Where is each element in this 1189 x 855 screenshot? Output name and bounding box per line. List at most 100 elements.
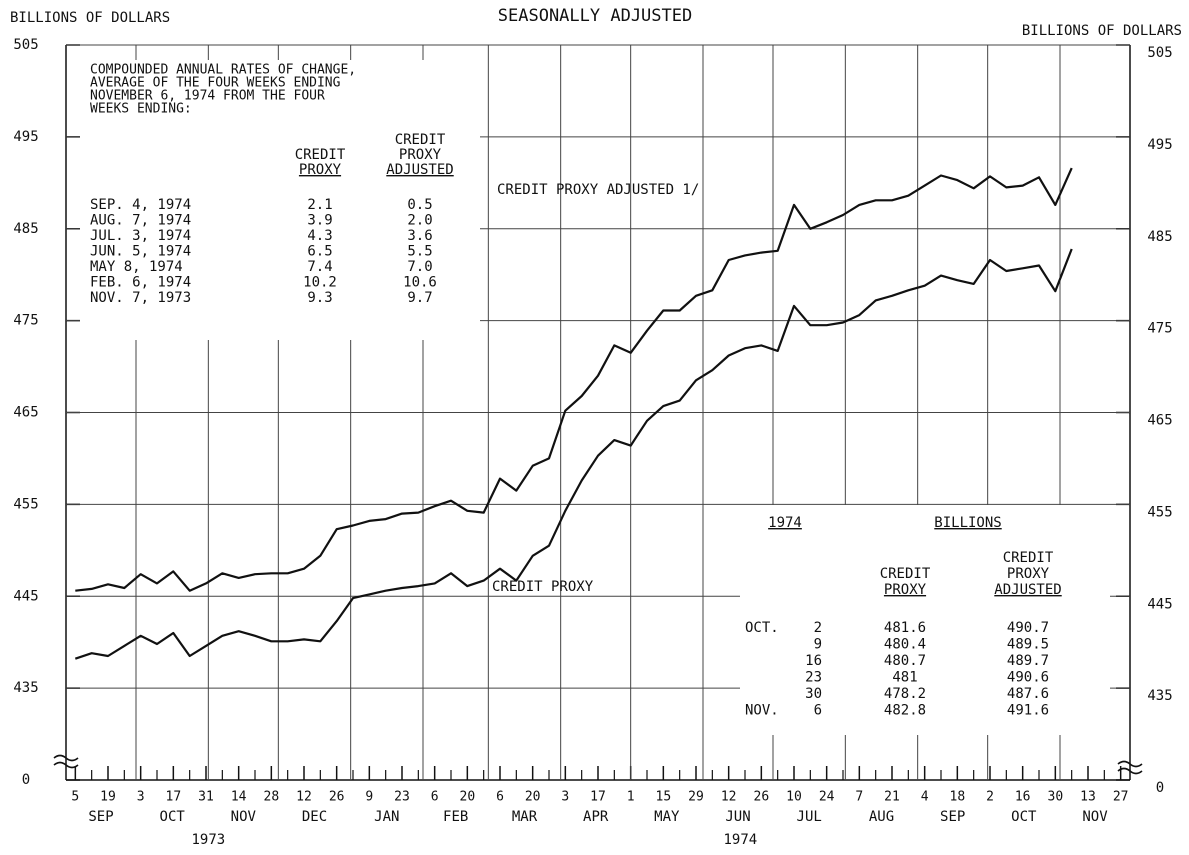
- y2-tick-label: 455: [1147, 504, 1172, 520]
- x-tick-label: 14: [231, 790, 247, 805]
- column-header: PROXY: [1007, 566, 1050, 582]
- table-cell: 480.7: [884, 653, 926, 669]
- year-label: 1974: [723, 832, 757, 848]
- table-cell: 5.5: [407, 244, 432, 260]
- x-tick-label: 18: [950, 790, 966, 805]
- month-label: MAY: [654, 809, 680, 825]
- x-tick-label: 9: [365, 790, 373, 805]
- y2-tick-label: 485: [1147, 229, 1172, 245]
- table-heading: BILLIONS: [934, 515, 1001, 531]
- table-cell: FEB. 6, 1974: [90, 275, 191, 291]
- x-tick-label: 15: [656, 790, 672, 805]
- table-cell: 30: [805, 686, 822, 702]
- x-tick-label: 26: [329, 790, 345, 805]
- table-cell: JUL. 3, 1974: [90, 228, 191, 244]
- table-cell: 491.6: [1007, 703, 1049, 719]
- y-tick-label: 475: [13, 313, 38, 329]
- x-tick-label: 12: [721, 790, 737, 805]
- table-cell: 6: [814, 703, 822, 719]
- y-tick-label: 435: [13, 680, 38, 696]
- y2-tick-label: 475: [1147, 321, 1172, 337]
- x-tick-label: 7: [855, 790, 863, 805]
- x-tick-label: 3: [137, 790, 145, 805]
- table-cell: 3.9: [307, 213, 332, 229]
- table-cell: 3.6: [407, 228, 432, 244]
- y2-tick-label: 495: [1147, 137, 1172, 153]
- table-cell: 481.6: [884, 620, 926, 636]
- y2-tick-label: 0: [1156, 780, 1164, 796]
- chart-title: SEASONALLY ADJUSTED: [498, 6, 692, 26]
- x-tick-label: 16: [1015, 790, 1031, 805]
- table-cell: 490.7: [1007, 620, 1049, 636]
- x-tick-label: 13: [1080, 790, 1096, 805]
- table-cell: MAY 8, 1974: [90, 259, 183, 275]
- annotation-line: COMPOUNDED ANNUAL RATES OF CHANGE,: [90, 63, 356, 78]
- y-tick-label: 505: [13, 37, 38, 53]
- y-axis-label: BILLIONS OF DOLLARS: [10, 10, 170, 26]
- table-cell: 16: [805, 653, 822, 669]
- table-cell: 2: [814, 620, 822, 636]
- column-header: CREDIT: [295, 147, 346, 163]
- table-backdrop: [740, 505, 1110, 735]
- y2-tick-label: 445: [1147, 596, 1172, 612]
- series-label: CREDIT PROXY: [492, 579, 594, 595]
- x-tick-label: 17: [166, 790, 182, 805]
- table-cell: 4.3: [307, 228, 332, 244]
- month-label: NOV: [1082, 809, 1108, 825]
- x-tick-label: 20: [460, 790, 476, 805]
- table-cell: NOV. 7, 1973: [90, 290, 191, 306]
- annotation-line: WEEKS ENDING:: [90, 102, 192, 117]
- table-cell: 489.7: [1007, 653, 1049, 669]
- month-label: JUL: [797, 809, 822, 825]
- y2-axis-label: BILLIONS OF DOLLARS: [1022, 23, 1182, 39]
- x-tick-label: 2: [986, 790, 994, 805]
- table-cell: 9.7: [407, 290, 432, 306]
- table-cell: 9.3: [307, 290, 332, 306]
- column-header: PROXY: [399, 147, 442, 163]
- column-header: ADJUSTED: [994, 582, 1061, 598]
- x-tick-label: 5: [71, 790, 79, 805]
- series-line: [75, 167, 1073, 592]
- y-tick-label: 0: [22, 772, 30, 788]
- table-cell: 10.6: [403, 275, 437, 291]
- month-label: SEP: [940, 809, 965, 825]
- x-tick-label: 19: [100, 790, 116, 805]
- series-line: [74, 248, 1073, 660]
- year-label: 1973: [191, 832, 225, 848]
- y-tick-label: 465: [13, 405, 38, 421]
- column-header: CREDIT: [395, 132, 446, 148]
- column-header: CREDIT: [880, 566, 931, 582]
- table-cell: SEP. 4, 1974: [90, 197, 191, 213]
- x-tick-label: 24: [819, 790, 835, 805]
- table-backdrop: [80, 60, 480, 340]
- month-label: JUN: [725, 809, 750, 825]
- x-tick-label: 27: [1113, 790, 1129, 805]
- x-tick-label: 30: [1048, 790, 1064, 805]
- table-cell: 481: [892, 670, 917, 686]
- column-header: ADJUSTED: [386, 162, 453, 178]
- x-tick-label: 29: [688, 790, 704, 805]
- x-tick-label: 10: [786, 790, 802, 805]
- month-label: SEP: [88, 809, 113, 825]
- table-cell: 490.6: [1007, 670, 1049, 686]
- annotation-line: AVERAGE OF THE FOUR WEEKS ENDING: [90, 76, 341, 91]
- x-tick-label: 31: [198, 790, 214, 805]
- table-cell: 2.1: [307, 197, 332, 213]
- y2-tick-label: 435: [1147, 688, 1172, 704]
- table-cell: JUN. 5, 1974: [90, 244, 191, 260]
- x-tick-label: 12: [296, 790, 312, 805]
- y2-tick-label: 505: [1147, 45, 1172, 61]
- y-tick-label: 485: [13, 221, 38, 237]
- table-title: 1974: [768, 515, 802, 531]
- table-cell: 2.0: [407, 213, 432, 229]
- table-cell: 482.8: [884, 703, 926, 719]
- column-header: PROXY: [299, 162, 342, 178]
- table-cell: 23: [805, 670, 822, 686]
- x-tick-label: 23: [394, 790, 410, 805]
- x-tick-label: 4: [921, 790, 929, 805]
- month-label: JAN: [374, 809, 399, 825]
- plot: [74, 167, 1073, 660]
- month-label: OCT: [160, 809, 186, 825]
- axis-break: [53, 754, 1143, 775]
